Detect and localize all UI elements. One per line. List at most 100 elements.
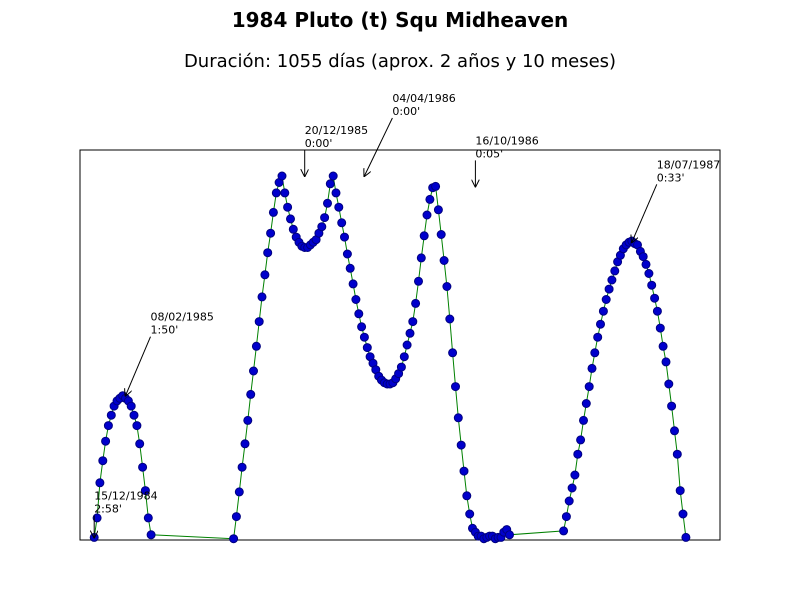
data-point: [396, 362, 406, 372]
data-point: [320, 213, 330, 223]
data-point: [638, 252, 648, 262]
data-point: [283, 202, 293, 212]
data-point: [584, 382, 594, 392]
data-point: [146, 530, 156, 540]
data-point: [354, 309, 364, 319]
annotation-orb: 0:00': [305, 137, 333, 150]
data-point: [271, 188, 281, 198]
annotation-arrow: [126, 336, 151, 396]
data-point: [505, 530, 514, 540]
data-point: [249, 366, 258, 376]
data-point: [132, 421, 142, 431]
data-point: [655, 323, 665, 333]
data-point: [98, 456, 108, 466]
data-point: [257, 292, 267, 302]
data-point: [129, 410, 139, 420]
data-point: [601, 295, 611, 304]
data-point: [451, 382, 460, 392]
data-point: [661, 357, 671, 367]
data-point: [240, 439, 250, 449]
data-point: [576, 435, 586, 445]
data-point: [658, 341, 668, 351]
data-point: [254, 317, 264, 327]
data-point: [596, 319, 605, 329]
data-point: [436, 230, 446, 239]
data-point: [101, 436, 111, 446]
annotation-orb: 0:00': [392, 105, 420, 118]
data-point: [277, 171, 287, 181]
data-point: [604, 284, 614, 294]
data-point: [246, 389, 256, 399]
data-point: [664, 379, 674, 389]
data-point: [362, 343, 372, 353]
data-point: [268, 207, 278, 217]
data-point: [598, 306, 608, 316]
data-point: [348, 279, 358, 289]
data-point: [647, 280, 657, 290]
data-point: [126, 401, 136, 411]
data-point: [263, 248, 273, 258]
data-point: [229, 534, 239, 544]
data-point: [351, 295, 361, 304]
annotation-arrow: [364, 117, 393, 176]
data-point: [448, 348, 458, 358]
data-point: [288, 224, 298, 234]
data-point: [607, 275, 617, 285]
data-point: [593, 332, 603, 342]
data-point: [337, 218, 347, 228]
data-point: [652, 306, 662, 316]
data-point: [92, 513, 102, 523]
annotation-arrow: [632, 184, 658, 242]
annotation-orb: 0:05': [475, 147, 503, 160]
data-point: [325, 179, 335, 189]
data-point: [140, 486, 150, 496]
data-point: [644, 269, 654, 278]
annotation-date: 04/04/1986: [392, 92, 455, 105]
data-point: [251, 341, 261, 351]
chart-title: 1984 Pluto (t) Squ Midheaven: [231, 8, 569, 32]
data-point: [345, 263, 355, 273]
data-point: [231, 512, 241, 522]
data-point: [138, 462, 148, 472]
data-point: [340, 232, 349, 242]
data-point: [453, 413, 463, 423]
data-point: [135, 439, 145, 449]
data-point: [408, 317, 418, 327]
data-point: [445, 314, 455, 324]
data-point: [456, 440, 466, 450]
data-point: [610, 266, 620, 276]
data-point: [431, 181, 441, 191]
data-point: [465, 509, 475, 519]
data-point: [234, 487, 244, 497]
data-point: [590, 348, 600, 358]
data-point: [95, 478, 105, 488]
chart-subtitle: Duración: 1055 días (aprox. 2 años y 10 …: [183, 51, 617, 72]
data-point: [459, 466, 469, 476]
data-point: [573, 449, 583, 459]
data-point: [405, 328, 415, 338]
data-point: [357, 322, 367, 332]
data-point: [442, 282, 452, 291]
data-point: [670, 426, 679, 436]
data-point: [681, 532, 691, 542]
series-line: [93, 174, 687, 540]
annotation-date: 16/10/1986: [475, 134, 538, 147]
data-point: [280, 188, 290, 198]
data-point: [286, 214, 295, 224]
data-point: [323, 198, 332, 208]
data-point: [567, 483, 577, 493]
data-point: [422, 210, 432, 220]
data-point: [266, 228, 276, 238]
data-point: [331, 188, 341, 198]
data-point: [143, 513, 153, 523]
data-point: [359, 332, 369, 342]
data-point: [260, 270, 270, 280]
data-point: [587, 363, 597, 373]
data-point: [416, 253, 426, 263]
